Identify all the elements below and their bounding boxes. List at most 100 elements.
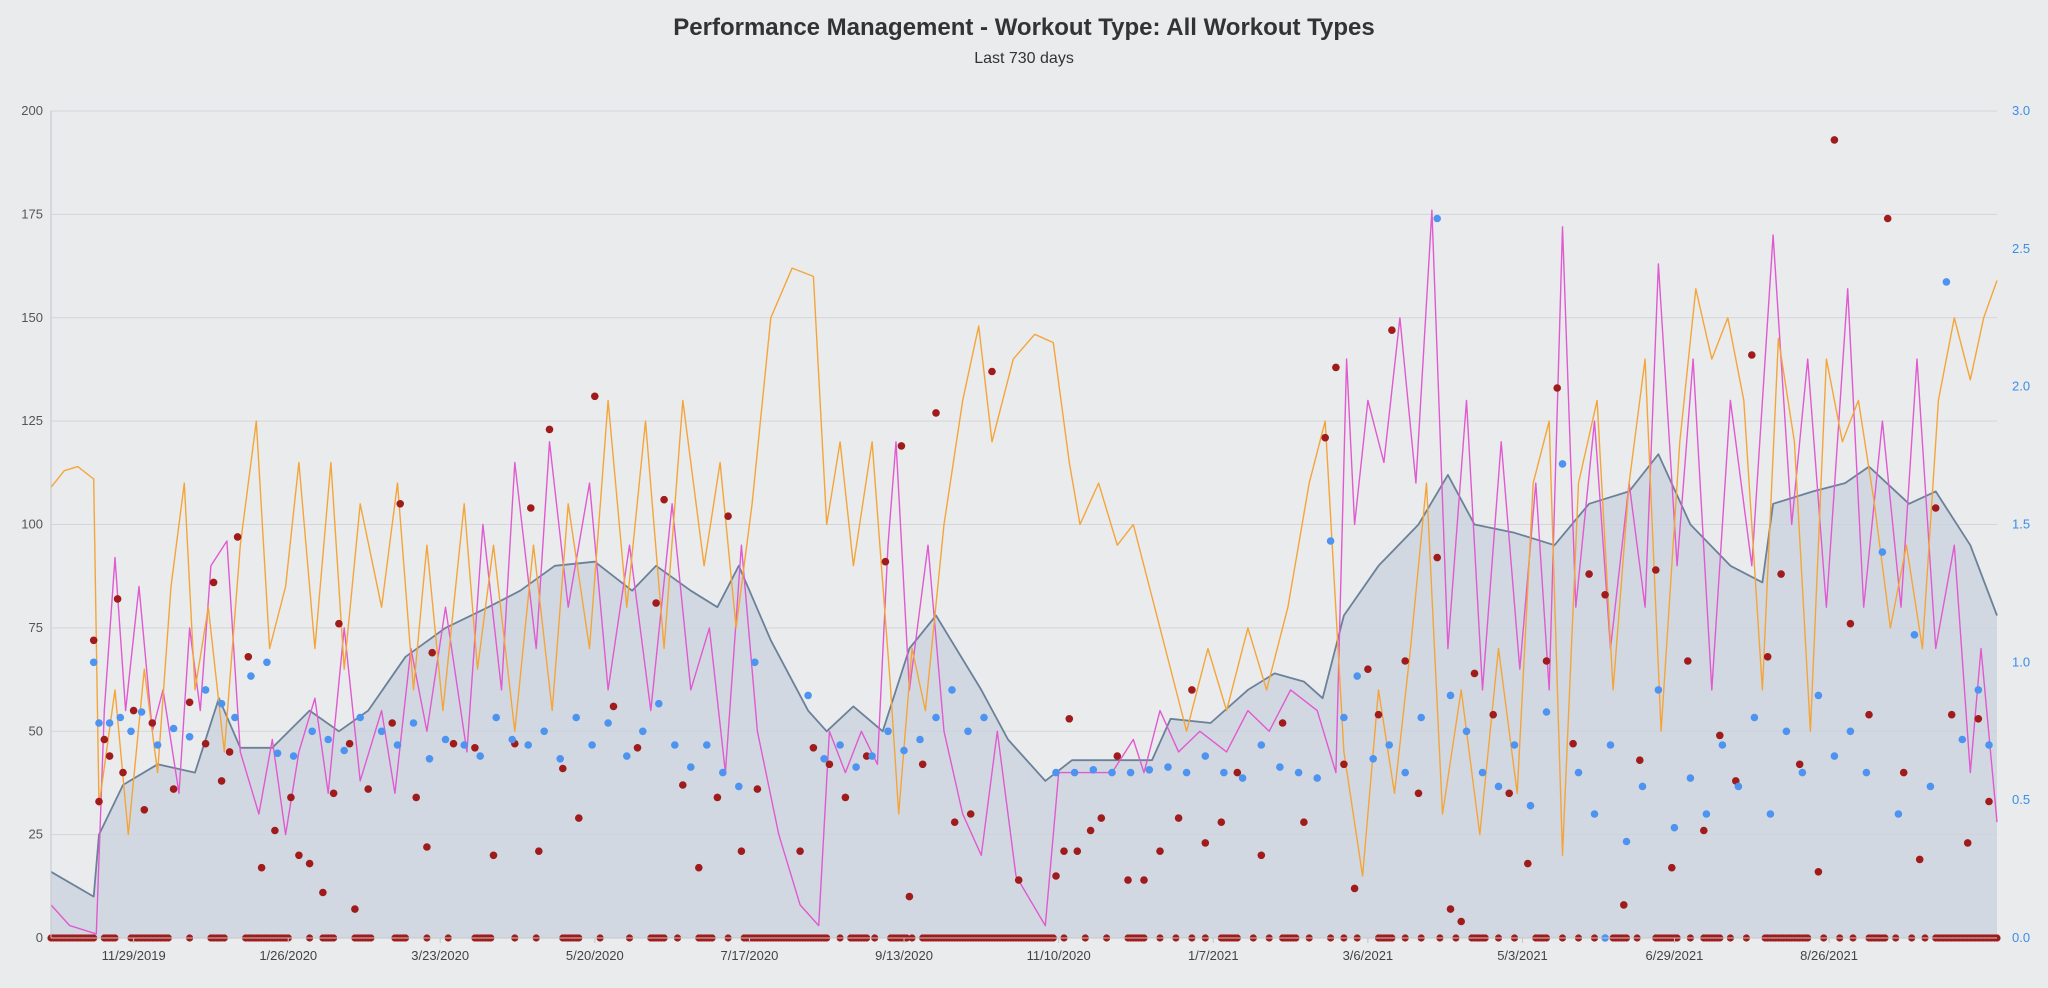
y-left-tick-label: 150 [21,310,43,325]
intensity-point [671,741,679,749]
axes: 0 25 50 75 100 125 150 175 200 0.0 0.5 1.0 1.5 2.0 2.5… [21,103,2030,963]
stress-point [1505,789,1513,798]
stress-point [1777,570,1785,578]
intensity-point [324,735,333,744]
stress-point [1201,839,1210,847]
stress-point [1401,657,1409,665]
intensity-point [409,719,418,727]
stress-point [575,814,583,822]
stress-point [591,392,599,401]
chart-title: Performance Management - Workout Type: A… [673,14,1375,41]
intensity-point [263,658,271,667]
stress-point [695,863,703,872]
stress-point [1684,657,1692,665]
intensity-point [735,782,743,791]
stress-point [918,760,927,769]
y-left-tick-label: 175 [21,206,43,221]
intensity-point [460,741,469,749]
intensity-point [900,746,908,755]
y-left-tick-label: 0 [36,930,43,945]
intensity-point [1702,810,1711,818]
intensity-point [116,713,125,722]
stress-point [412,793,421,802]
intensity-point [492,713,501,722]
series-lines [50,209,1998,935]
y-right-tick-label: 2.0 [2012,379,2030,394]
fitness-area [50,453,1998,938]
stress-point [1985,797,1993,806]
fitness-area-fill [51,454,1997,938]
intensity-point [1926,782,1935,791]
stress-point [1830,136,1839,144]
stress-point [287,793,295,802]
stress-point [1601,591,1609,599]
intensity-point [1164,763,1172,771]
stress-point [1278,719,1287,727]
intensity-point [137,708,146,716]
stress-point [1542,657,1551,665]
stress-point [1846,619,1855,628]
intensity-point [1326,537,1335,545]
intensity-point [1750,713,1759,722]
stress-point [1188,686,1196,694]
intensity-point [852,763,860,771]
intensity-point [884,727,892,736]
intensity-point [1590,810,1599,818]
y-right-tick-label: 1.0 [2012,654,2030,669]
stress-point [449,739,458,748]
stress-point [1300,818,1308,826]
y-right-tick-label: 0.0 [2012,930,2030,945]
stress-point [471,744,479,752]
intensity-point [1276,763,1284,771]
intensity-point [1369,755,1377,763]
stress-point [119,768,127,777]
stress-point [1865,710,1873,719]
stress-point [1963,839,1972,847]
stress-point [148,719,157,727]
x-tick-label: 5/3/2021 [1497,948,1548,963]
intensity-point [127,727,135,736]
stress-point [95,797,103,806]
intensity-point [1766,810,1775,818]
stress-point [335,619,343,628]
chart-subtitle: Last 730 days [974,50,1074,67]
stress-point [545,425,554,434]
stress-point [428,648,437,657]
intensity-point [105,719,114,727]
stress-point [1569,739,1577,748]
intensity-point [1638,782,1647,791]
stress-point [1668,863,1676,872]
stress-point [1652,566,1660,574]
stress-point [527,504,535,512]
intensity-point [201,686,210,694]
stress-point [652,599,660,607]
intensity-point [1782,727,1791,736]
intensity-point [932,713,940,722]
intensity-point [1654,686,1663,694]
intensity-point [1182,768,1191,777]
stress-point [100,735,109,744]
x-tick-label: 3/6/2021 [1343,948,1394,963]
intensity-point [868,752,876,760]
intensity-point [95,719,103,727]
stress-point [345,739,354,748]
intensity-point [340,746,349,755]
x-tick-label: 3/23/2020 [411,948,469,963]
stress-point [1585,570,1593,578]
intensity-point [1462,727,1471,736]
scatter-points [47,136,2001,942]
stress-point [1052,872,1060,880]
intensity-point [1958,735,1967,744]
stress-point [841,793,850,802]
stress-point [1113,752,1122,760]
intensity-point [964,727,972,736]
stress-point [1489,710,1497,719]
intensity-point [1478,768,1487,777]
intensity-point [1220,768,1228,777]
stress-point [201,739,210,748]
stress-point [1433,553,1441,562]
intensity-point [1353,672,1361,680]
stress-point [319,888,327,897]
stress-point [209,578,218,587]
